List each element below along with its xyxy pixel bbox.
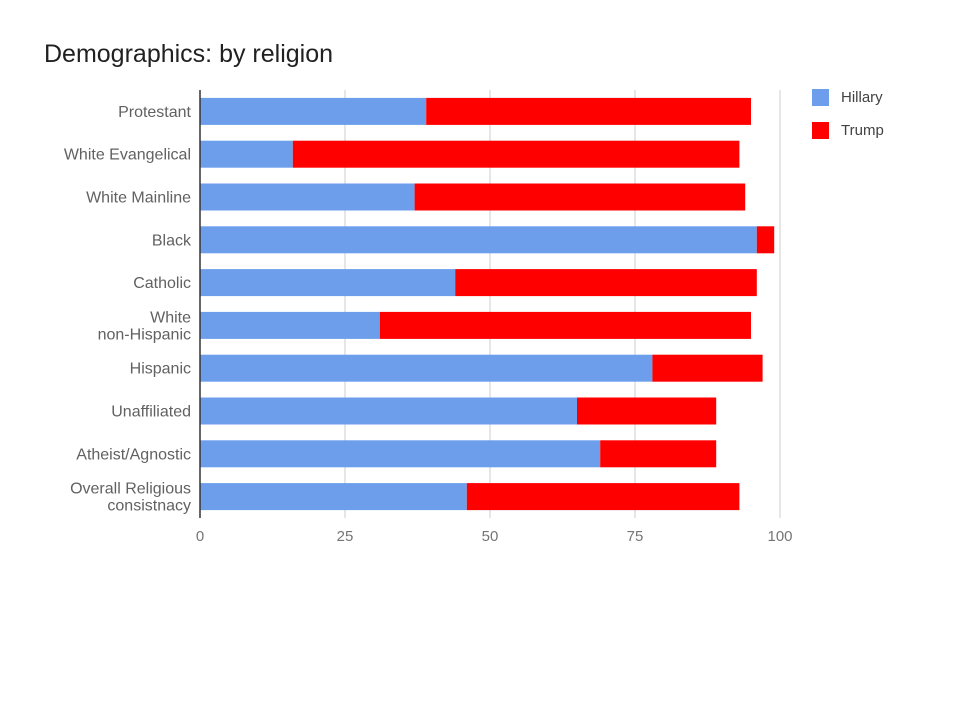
category-label-line: Overall Religious bbox=[70, 481, 191, 498]
bars bbox=[200, 97, 775, 511]
bar-hillary-1 bbox=[200, 140, 293, 168]
bar-trump-3 bbox=[756, 226, 775, 254]
category-label-line: White Evangelical bbox=[64, 147, 191, 164]
x-tick-label: 50 bbox=[482, 528, 499, 545]
category-labels: Protestant White Evangelical White Mainlin… bbox=[64, 104, 192, 515]
bar-hillary-7 bbox=[200, 397, 577, 425]
category-label-line: Protestant bbox=[118, 104, 191, 121]
bar-hillary-2 bbox=[200, 183, 415, 211]
category-label: Atheist/Agnostic bbox=[76, 446, 191, 463]
legend: Hillary Trump bbox=[812, 89, 884, 139]
category-label: Unaffiliated bbox=[111, 404, 191, 421]
bar-trump-5 bbox=[379, 311, 751, 339]
category-label-line: Catholic bbox=[133, 275, 191, 292]
legend-swatch-hillary bbox=[812, 89, 829, 106]
bar-hillary-4 bbox=[200, 269, 456, 297]
bar-trump-6 bbox=[652, 354, 763, 382]
category-label: Overall Religious consistnacy bbox=[70, 481, 191, 515]
bar-hillary-8 bbox=[200, 440, 601, 468]
category-label: Protestant bbox=[118, 104, 191, 121]
x-tick-label: 25 bbox=[337, 528, 354, 545]
category-label-line: White Mainline bbox=[86, 190, 191, 207]
category-label-line: Unaffiliated bbox=[111, 404, 191, 421]
bar-trump-0 bbox=[426, 97, 751, 125]
legend-swatch-trump bbox=[812, 122, 829, 139]
bar-hillary-0 bbox=[200, 97, 427, 125]
bar-hillary-6 bbox=[200, 354, 653, 382]
bar-trump-7 bbox=[577, 397, 717, 425]
x-tick-label: 100 bbox=[767, 528, 792, 545]
category-label: White Evangelical bbox=[64, 147, 191, 164]
category-label: Black bbox=[152, 232, 192, 249]
x-tick-label: 75 bbox=[627, 528, 644, 545]
category-label: White non-Hispanic bbox=[98, 309, 191, 343]
bar-trump-4 bbox=[455, 269, 757, 297]
bar-hillary-9 bbox=[200, 483, 467, 511]
tick-labels: 0 25 50 75 100 bbox=[196, 528, 793, 545]
bar-trump-1 bbox=[292, 140, 740, 168]
category-label: Hispanic bbox=[130, 361, 191, 378]
category-label: Catholic bbox=[133, 275, 191, 292]
legend-label-trump: Trump bbox=[841, 122, 884, 139]
legend-label-hillary: Hillary bbox=[841, 89, 883, 106]
category-label-line: consistnacy bbox=[107, 498, 191, 515]
category-label: White Mainline bbox=[86, 190, 191, 207]
bar-trump-9 bbox=[466, 483, 740, 511]
category-label-line: Hispanic bbox=[130, 361, 191, 378]
category-label-line: non-Hispanic bbox=[98, 326, 191, 343]
x-tick-label: 0 bbox=[196, 528, 204, 545]
bar-hillary-5 bbox=[200, 311, 380, 339]
bar-trump-2 bbox=[414, 183, 746, 211]
bar-trump-8 bbox=[600, 440, 717, 468]
category-label-line: Black bbox=[152, 232, 192, 249]
category-label-line: White bbox=[150, 309, 191, 326]
bar-hillary-3 bbox=[200, 226, 757, 254]
category-label-line: Atheist/Agnostic bbox=[76, 446, 191, 463]
chart-title: Demographics: by religion bbox=[44, 40, 334, 68]
